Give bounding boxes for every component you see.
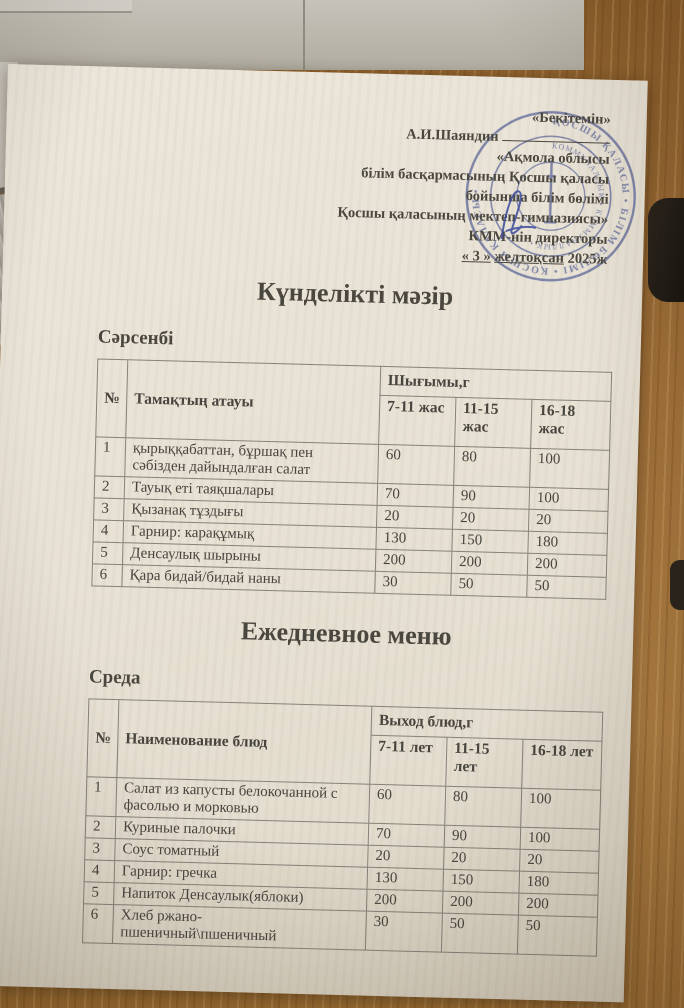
portion-value: 180 xyxy=(527,531,608,556)
gray-surface-edge xyxy=(0,0,132,13)
row-num: 4 xyxy=(84,859,115,883)
portion-value: 90 xyxy=(444,825,521,850)
portion-value: 150 xyxy=(442,869,520,894)
portion-value: 30 xyxy=(365,911,443,953)
dark-object xyxy=(648,198,684,302)
ru-col-name-header: Наименование блюд xyxy=(116,699,372,785)
ru-age-group-1: 7-11 лет xyxy=(369,735,448,787)
row-num: 2 xyxy=(85,815,116,839)
kk-col-name-header: Тамақтың атауы xyxy=(125,359,381,445)
ru-age-group-3: 16-18 лет xyxy=(521,739,602,791)
portion-value: 50 xyxy=(450,573,528,598)
kk-col-num-header: № xyxy=(95,358,128,438)
day-label-kk: Сәрсенбі xyxy=(97,326,174,350)
portion-value: 80 xyxy=(453,446,531,488)
row-num: 1 xyxy=(85,776,117,817)
ru-col-num-header: № xyxy=(86,698,119,778)
portion-value: 150 xyxy=(451,529,529,554)
portion-value: 60 xyxy=(377,444,455,486)
kk-age-group-3: 16-18 жас xyxy=(530,399,611,451)
portion-value: 130 xyxy=(367,867,444,892)
desk-seam xyxy=(303,0,305,70)
portion-value: 70 xyxy=(368,823,445,848)
portion-value: 60 xyxy=(368,784,446,826)
official-round-stamp: ҚОСШЫ ҚАЛАСЫ • БІЛІМ БӨЛІМІ • ҚОСШЫ ҚАЛА… xyxy=(465,111,636,282)
row-num: 4 xyxy=(93,519,124,543)
portion-value: 50 xyxy=(517,915,598,957)
portion-value: 100 xyxy=(529,487,609,512)
row-num: 1 xyxy=(94,436,126,477)
dish-name: Салат из капусты белокочанной с фасолью … xyxy=(115,777,370,824)
portion-value: 100 xyxy=(520,827,600,852)
portion-value: 180 xyxy=(518,871,599,896)
portion-value: 130 xyxy=(375,527,453,552)
portion-value: 20 xyxy=(443,847,521,872)
portion-value: 20 xyxy=(367,845,445,870)
row-num: 6 xyxy=(91,563,123,587)
day-label-ru: Среда xyxy=(88,666,141,689)
portion-value: 50 xyxy=(526,575,607,600)
portion-value: 200 xyxy=(527,553,607,578)
row-num: 3 xyxy=(93,497,125,521)
menu-table-ru: № Наименование блюд Выход блюд,г 7-11 ле… xyxy=(82,698,603,957)
row-num: 2 xyxy=(94,475,125,499)
portion-value: 200 xyxy=(366,889,443,914)
stamp-emblem xyxy=(544,160,557,224)
ru-age-group-2: 11-15 лет xyxy=(445,737,524,789)
handwritten-signature xyxy=(500,190,537,240)
dish-name: қырыққабаттан, бұршақ пен сәбізден дайын… xyxy=(124,437,379,484)
dark-object-small xyxy=(670,560,684,610)
menu-document-sheet: ҚОСШЫ ҚАЛАСЫ • БІЛІМ БӨЛІМІ • ҚОСШЫ ҚАЛА… xyxy=(0,64,648,1003)
portion-value: 100 xyxy=(529,448,610,490)
portion-value: 20 xyxy=(519,849,600,874)
dish-name: Хлеб ржано- пшеничный\пшеничный xyxy=(112,904,367,951)
portion-value: 70 xyxy=(377,483,454,508)
portion-value: 80 xyxy=(444,786,522,828)
signature-line xyxy=(502,126,611,144)
kk-age-group-1: 7-11 жас xyxy=(378,395,456,447)
signer-name: А.И.Шаяндин xyxy=(406,126,499,145)
portion-value: 30 xyxy=(374,571,452,596)
menu-title-ru: Ежедневное меню xyxy=(240,616,452,651)
portion-value: 90 xyxy=(453,485,530,510)
portion-value: 20 xyxy=(528,509,608,534)
portion-value: 200 xyxy=(451,551,528,576)
row-num: 5 xyxy=(92,541,124,565)
kk-age-group-2: 11-15 жас xyxy=(454,397,532,449)
portion-value: 20 xyxy=(452,507,530,532)
portion-value: 200 xyxy=(375,549,452,574)
row-num: 3 xyxy=(84,837,116,861)
row-num: 6 xyxy=(82,903,114,944)
portion-value: 20 xyxy=(376,505,454,530)
portion-value: 100 xyxy=(520,788,601,830)
portion-value: 200 xyxy=(442,891,519,916)
date-year: 2025ж xyxy=(567,250,608,268)
portion-value: 200 xyxy=(518,893,598,918)
portion-value: 50 xyxy=(441,913,519,955)
menu-table-kk: № Тамақтың атауы Шығымы,г 7-11 жас 11-15… xyxy=(91,358,612,600)
row-num: 5 xyxy=(83,881,115,905)
